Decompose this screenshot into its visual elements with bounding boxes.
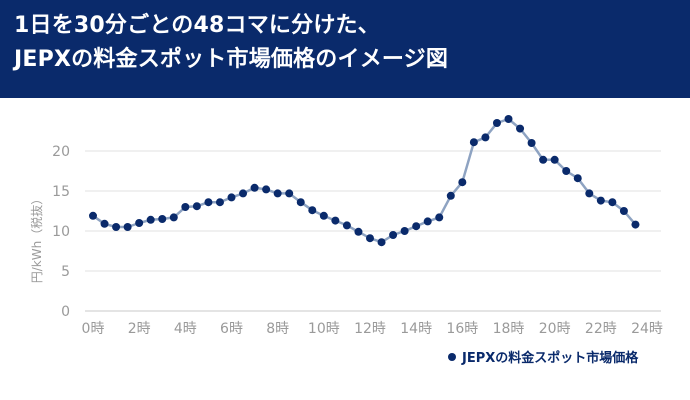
x-tick-label: 2時	[128, 321, 151, 337]
legend: JEPXの料金スポット市場価格	[448, 350, 639, 366]
data-point	[400, 227, 409, 235]
x-tick-label: 6時	[220, 321, 243, 337]
series-group	[89, 115, 640, 247]
data-point	[215, 198, 224, 207]
data-point	[446, 191, 455, 200]
data-point	[550, 155, 559, 164]
data-point	[239, 189, 248, 198]
data-point	[539, 155, 548, 164]
data-point	[585, 189, 594, 198]
legend-label: JEPXの料金スポット市場価格	[461, 350, 639, 366]
data-point	[412, 222, 421, 231]
legend-marker	[448, 353, 456, 361]
data-point	[308, 206, 317, 215]
x-tick-label: 12時	[354, 321, 386, 337]
data-point	[135, 219, 144, 227]
data-point	[389, 231, 398, 239]
data-point	[458, 178, 467, 187]
x-tick-label: 22時	[585, 321, 617, 337]
data-point	[158, 215, 167, 223]
title-banner: 1日を30分ごとの48コマに分けた、 JEPXの料金スポット市場価格のイメージ図	[0, 0, 690, 98]
x-tick-label: 10時	[308, 321, 340, 337]
x-tick-label: 14時	[400, 321, 432, 337]
data-point	[262, 185, 271, 194]
data-point	[516, 124, 525, 133]
data-point	[89, 211, 97, 220]
data-point	[342, 221, 351, 230]
data-point	[377, 238, 386, 247]
data-point	[469, 138, 478, 147]
data-point	[204, 198, 213, 207]
data-point	[573, 174, 582, 183]
data-point	[227, 193, 236, 202]
data-point	[435, 213, 444, 222]
data-point	[169, 213, 178, 222]
title-line-1: 1日を30分ごとの48コマに分けた、	[14, 13, 380, 38]
x-tick-label: 18時	[493, 321, 525, 337]
y-tick-label: 5	[61, 264, 70, 280]
x-tick-label: 8時	[266, 321, 289, 337]
data-point	[492, 119, 501, 127]
data-point	[366, 234, 374, 243]
data-point	[192, 202, 201, 211]
series-line	[92, 117, 637, 244]
data-point	[181, 203, 190, 211]
y-tick-label: 15	[52, 184, 70, 200]
data-point	[619, 207, 628, 215]
data-point	[123, 223, 132, 231]
data-point	[273, 189, 282, 198]
title-line-2: JEPXの料金スポット市場価格のイメージ図	[14, 47, 449, 72]
data-point	[100, 219, 109, 228]
data-point	[331, 216, 340, 225]
x-tick-label: 4時	[174, 321, 197, 337]
data-point	[112, 223, 121, 231]
y-tick-labels: 0 5 10 15 20	[52, 144, 70, 320]
data-point	[527, 139, 536, 147]
data-point	[250, 183, 259, 192]
x-tick-label: 20時	[539, 321, 571, 337]
price-line-chart: 円/kWh（税抜） 0 5 10 15 20 0時 2時 4時 6時 8時 10時 12時 14時 16…	[30, 115, 663, 366]
data-point	[319, 211, 328, 220]
data-point	[562, 167, 571, 175]
data-point	[296, 198, 305, 207]
data-point	[631, 220, 640, 229]
data-point	[504, 115, 513, 123]
data-point	[596, 196, 605, 205]
x-tick-label: 0時	[82, 321, 105, 337]
y-tick-label: 20	[52, 144, 70, 160]
grid-lines	[85, 150, 661, 312]
y-axis-label: 円/kWh（税抜）	[30, 193, 44, 283]
x-tick-label: 16時	[446, 321, 478, 337]
data-point	[146, 215, 155, 224]
x-tick-label: 24時	[631, 321, 663, 337]
x-tick-labels: 0時 2時 4時 6時 8時 10時 12時 14時 16時 18時 20時 22時 24時	[82, 321, 663, 337]
y-tick-label: 0	[61, 304, 70, 320]
data-point	[481, 133, 490, 142]
y-tick-label: 10	[52, 224, 70, 240]
data-point	[423, 217, 432, 226]
data-point	[285, 189, 294, 198]
data-point	[354, 227, 363, 236]
data-point	[608, 198, 617, 207]
